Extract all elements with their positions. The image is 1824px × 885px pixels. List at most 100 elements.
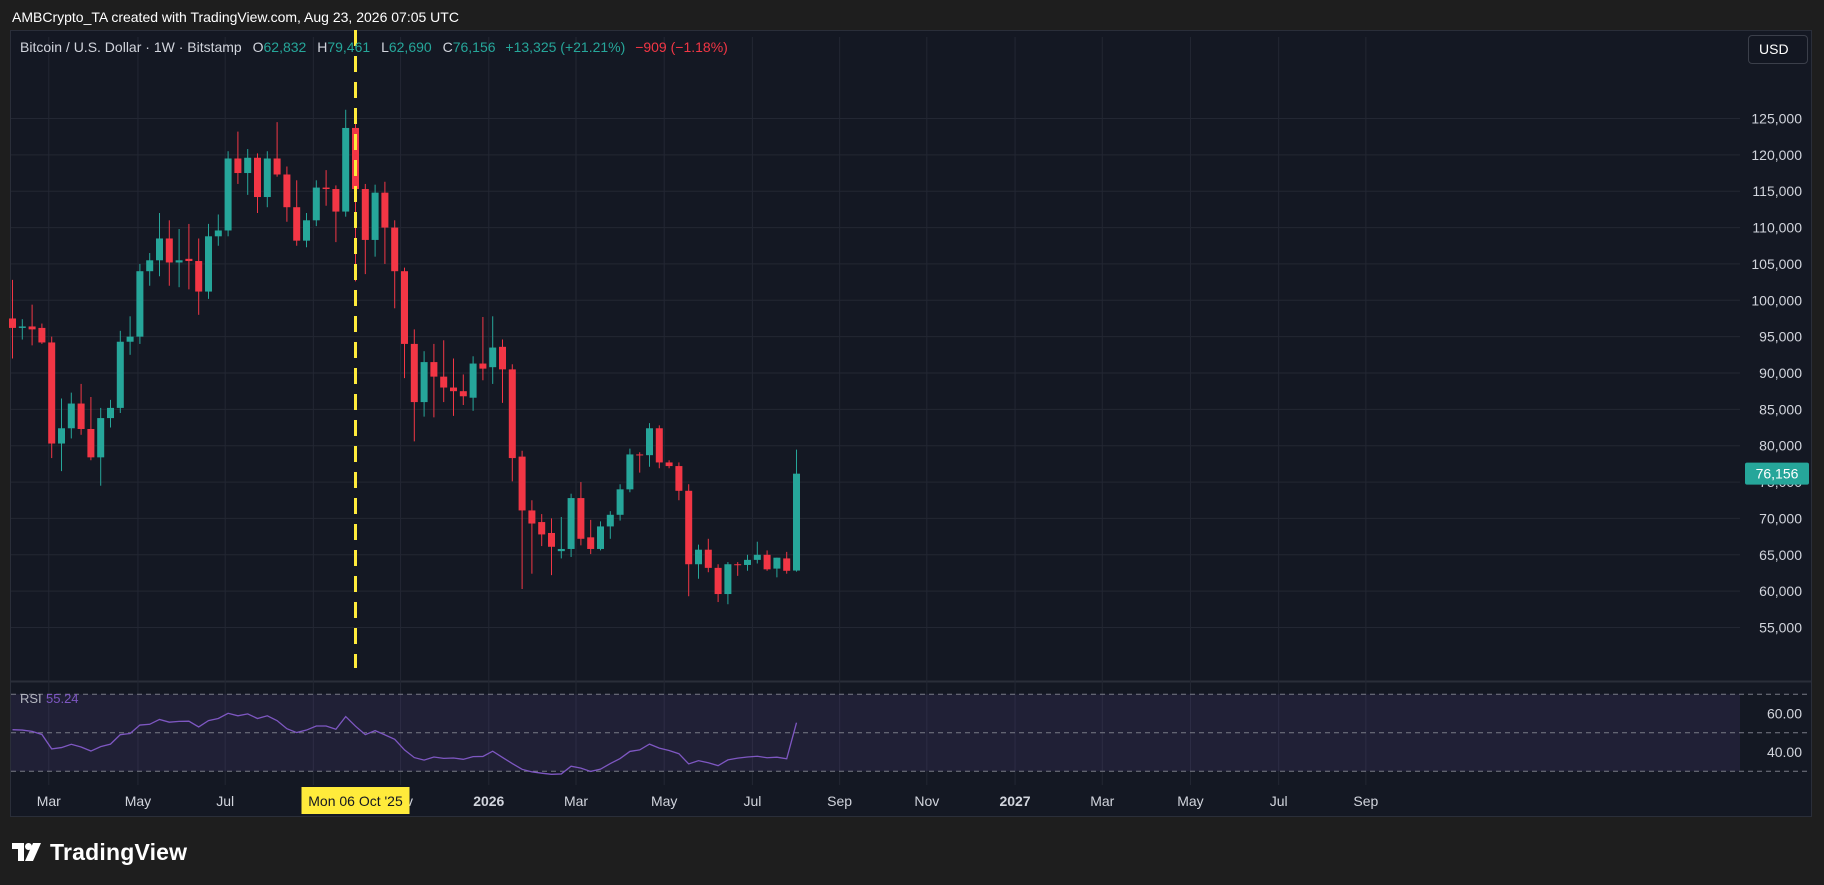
candle-body[interactable]	[303, 220, 310, 241]
candle-body[interactable]	[469, 363, 477, 398]
candle-body[interactable]	[342, 127, 350, 212]
candle-body[interactable]	[234, 158, 242, 174]
candle-body[interactable]	[116, 341, 124, 408]
candle-body[interactable]	[361, 189, 369, 240]
candle-body[interactable]	[616, 489, 624, 515]
candle-body[interactable]	[508, 369, 516, 459]
candle-body[interactable]	[548, 532, 555, 547]
candle-body[interactable]	[763, 554, 771, 570]
candle-body[interactable]	[263, 158, 271, 198]
candle-body[interactable]	[77, 403, 85, 429]
candle-body[interactable]	[499, 346, 506, 370]
candle-body[interactable]	[87, 428, 95, 458]
candle-body[interactable]	[675, 466, 683, 491]
candle-body[interactable]	[557, 548, 565, 552]
candle-body[interactable]	[606, 514, 614, 527]
time-tick-label: Mar	[564, 793, 588, 809]
rsi-series	[12, 712, 798, 775]
candle-body[interactable]	[58, 428, 65, 444]
candle-body[interactable]	[567, 498, 575, 549]
candle-body[interactable]	[704, 549, 712, 568]
candle-body[interactable]	[685, 490, 693, 565]
candle-body[interactable]	[38, 327, 46, 343]
last-price-label: 76,156	[1756, 466, 1799, 482]
candle-body[interactable]	[655, 428, 663, 463]
candle-body[interactable]	[312, 187, 320, 221]
candle-body[interactable]	[479, 363, 487, 369]
candle-body[interactable]	[744, 559, 751, 565]
candle-body[interactable]	[597, 526, 604, 549]
candle-body[interactable]	[244, 157, 252, 174]
tradingview-logo[interactable]: TradingView	[12, 837, 187, 867]
candle-body[interactable]	[518, 456, 526, 511]
candle-body[interactable]	[420, 362, 428, 403]
candle-body[interactable]	[734, 564, 742, 566]
price-tick-label: 55,000	[1759, 620, 1802, 636]
price-tick-label: 115,000	[1752, 183, 1802, 199]
candle-body[interactable]	[724, 564, 732, 595]
candle-body[interactable]	[401, 271, 408, 344]
candle-body[interactable]	[646, 428, 653, 456]
candle-body[interactable]	[577, 498, 585, 539]
candle-body[interactable]	[107, 407, 114, 419]
candle-body[interactable]	[665, 462, 673, 467]
candle-body[interactable]	[254, 157, 261, 198]
currency-button[interactable]: USD	[1748, 35, 1808, 64]
open-label: O	[252, 39, 264, 55]
candle-body[interactable]	[430, 362, 438, 377]
candle-body[interactable]	[381, 192, 389, 228]
candle-body[interactable]	[136, 271, 144, 337]
candle-body[interactable]	[185, 258, 193, 262]
low-label: L	[381, 39, 389, 55]
candle-body[interactable]	[714, 567, 722, 595]
candle-body[interactable]	[273, 158, 281, 175]
price-tick-label: 95,000	[1759, 329, 1802, 345]
candle-body[interactable]	[626, 454, 634, 490]
candle-body[interactable]	[352, 127, 359, 190]
crosshair-date-box	[301, 787, 410, 814]
candle-body[interactable]	[283, 174, 291, 208]
candle-body[interactable]	[538, 522, 546, 535]
candle-body[interactable]	[146, 260, 154, 272]
candle-body[interactable]	[97, 418, 105, 458]
candle-body[interactable]	[636, 454, 644, 456]
candle-body[interactable]	[126, 336, 134, 342]
candle-body[interactable]	[195, 261, 203, 292]
candle-body[interactable]	[695, 549, 702, 565]
candle-body[interactable]	[489, 347, 497, 368]
candle-body[interactable]	[28, 326, 36, 330]
close-label: C	[442, 39, 453, 55]
candle-body[interactable]	[48, 342, 56, 444]
price-tick-label: 90,000	[1759, 365, 1802, 381]
tradingview-wordmark: TradingView	[50, 838, 188, 865]
candle-body[interactable]	[156, 238, 163, 261]
candle-body[interactable]	[450, 387, 457, 392]
candle-body[interactable]	[9, 318, 16, 328]
candle-body[interactable]	[322, 187, 330, 190]
candle-body[interactable]	[440, 376, 448, 388]
candle-body[interactable]	[332, 189, 340, 212]
candle-body[interactable]	[18, 326, 26, 328]
candle-body[interactable]	[410, 343, 418, 403]
candle-body[interactable]	[205, 236, 212, 292]
candle-body[interactable]	[773, 557, 781, 569]
candle-body[interactable]	[224, 158, 232, 231]
candle-body[interactable]	[783, 558, 791, 571]
chart-caption: AMBCrypto_TA created with TradingView.co…	[12, 9, 459, 25]
candle-body[interactable]	[175, 260, 183, 263]
price-tick-label: 105,000	[1751, 256, 1802, 272]
candle-body[interactable]	[391, 227, 399, 272]
candle-body[interactable]	[371, 192, 379, 240]
candle-body[interactable]	[67, 403, 75, 429]
chart-frame[interactable]	[10, 30, 1812, 817]
candle-body[interactable]	[214, 230, 222, 237]
candle-body[interactable]	[293, 207, 301, 241]
candle-body[interactable]	[459, 391, 467, 397]
candle-body[interactable]	[528, 510, 536, 524]
candle-body[interactable]	[793, 473, 800, 571]
candle-body[interactable]	[753, 554, 761, 560]
price-tick-label: 70,000	[1759, 510, 1802, 526]
candle-body[interactable]	[587, 537, 595, 549]
candle-body[interactable]	[165, 238, 173, 263]
